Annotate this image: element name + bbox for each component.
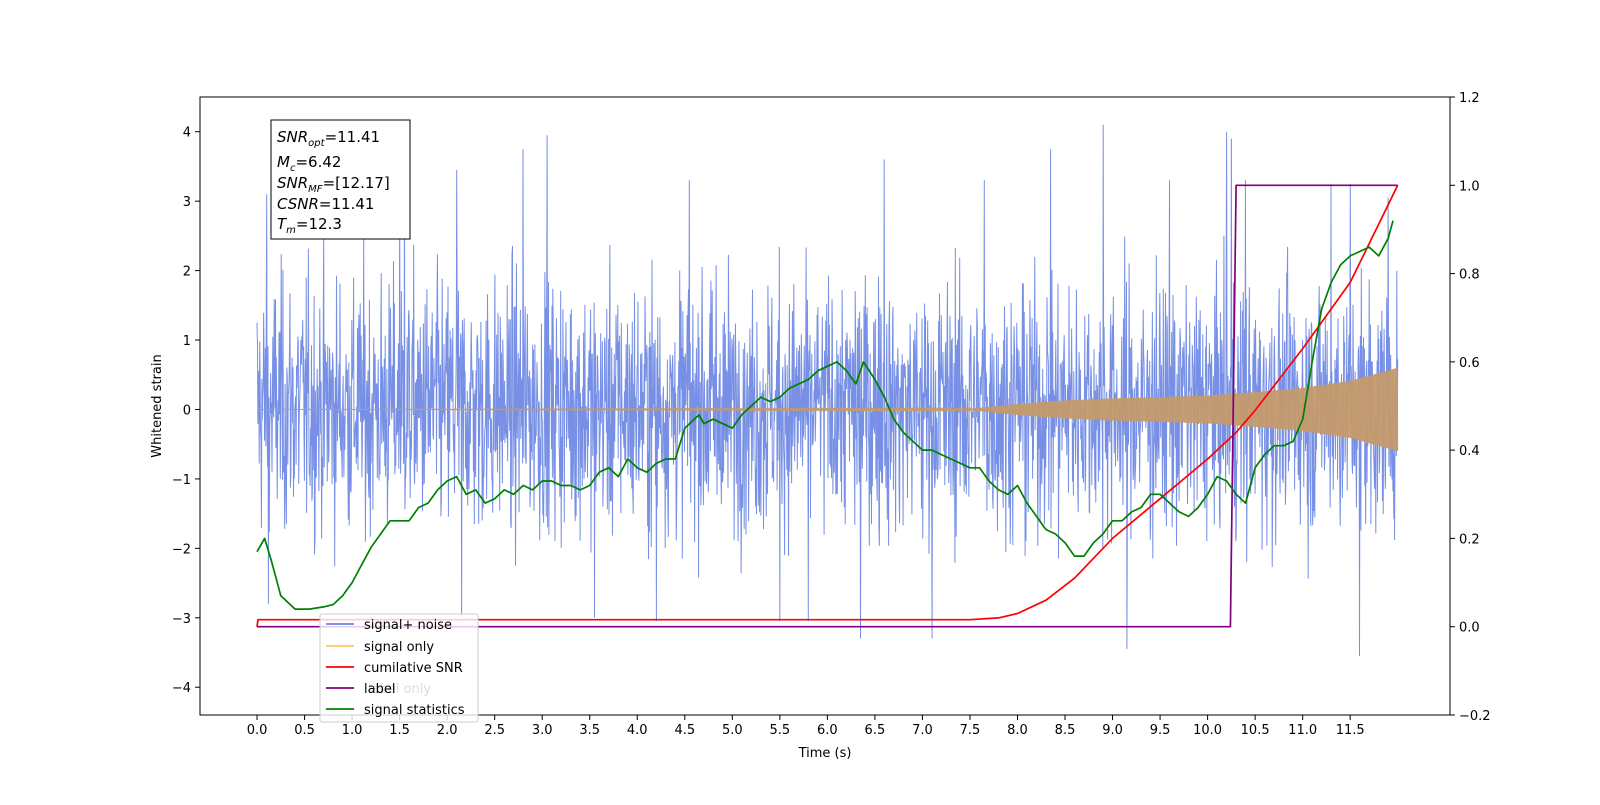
x-tick-label: 6.5 <box>865 723 886 738</box>
y-tick-label: −4 <box>172 681 191 696</box>
y2-tick-label: 0.0 <box>1459 621 1480 636</box>
y2-tick-label: 0.2 <box>1459 532 1480 547</box>
series-signal-statistics <box>256 220 1394 610</box>
annotation-value: =[12.17] <box>323 174 390 192</box>
plot-frame <box>199 96 1451 716</box>
x-tick-label: 3.0 <box>532 723 553 738</box>
x-tick-label: 5.0 <box>722 723 743 738</box>
x-tick-label: 3.5 <box>579 723 600 738</box>
x-tick-label: 9.5 <box>1150 723 1171 738</box>
y2-tick-label: 0.4 <box>1459 444 1480 459</box>
annotation-line: CSNR=11.41 <box>277 195 374 213</box>
legend-hidden-text: label only <box>368 682 431 697</box>
x-tick-label: 11.5 <box>1336 723 1365 738</box>
x-tick-label: 1.0 <box>342 723 363 738</box>
legend-label: signal only <box>364 640 434 655</box>
series-signal-only <box>257 367 1399 452</box>
annotation-symbol: SNR <box>277 174 308 192</box>
legend-frame <box>319 613 479 723</box>
annotation-symbol: T <box>277 215 288 233</box>
annotation-subscript: m <box>286 225 296 236</box>
annotation-subscript: c <box>290 163 296 174</box>
y2-tick-label: −0.2 <box>1459 709 1491 724</box>
x-tick-label: 8.0 <box>1007 723 1028 738</box>
legend-label: signal+ noise <box>364 618 452 633</box>
y-axis-label: Whitened strain <box>150 354 165 457</box>
x-axis-label: Time (s) <box>798 746 852 761</box>
x-tick-label: 0.5 <box>294 723 315 738</box>
y-tick-label: 1 <box>183 334 191 349</box>
x-tick-label: 2.0 <box>437 723 458 738</box>
annotation-value: =12.3 <box>296 215 342 233</box>
x-tick-label: 8.5 <box>1055 723 1076 738</box>
y-tick-label: 0 <box>183 403 191 418</box>
annotation-value: =11.41 <box>319 195 375 213</box>
y2-axis-ticks: −0.2 0.0 0.2 0.4 0.6 0.8 1.0 1.2 <box>1450 91 1491 724</box>
legend: label only signal+ noise signal only cumila… <box>319 613 479 723</box>
x-tick-label: 11.0 <box>1288 723 1317 738</box>
x-axis-ticks: 0.0 0.5 1.0 1.5 2.0 2.5 3.0 3.5 4.0 4.5 5.0 5.5 6.0 6… <box>247 715 1365 738</box>
y2-tick-label: 1.0 <box>1459 179 1480 194</box>
y2-tick-label: 0.6 <box>1459 356 1480 371</box>
series-signal-noise <box>256 124 1399 657</box>
x-tick-label: 0.0 <box>247 723 268 738</box>
annotation-subscript: MF <box>308 184 323 195</box>
annotation-symbol: M <box>277 153 290 171</box>
annotation-line: Tm=12.3 <box>277 215 342 236</box>
y-axis-ticks: −4 −3 −2 −1 0 1 2 3 4 <box>172 126 200 696</box>
annotation-value: =6.42 <box>295 153 341 171</box>
annotation-line: SNRMF=[12.17] <box>277 174 390 195</box>
legend-label: label <box>364 682 395 697</box>
x-tick-label: 7.5 <box>960 723 981 738</box>
x-tick-label: 4.0 <box>627 723 648 738</box>
y-tick-label: 2 <box>183 265 191 280</box>
plot-series-layer <box>256 124 1399 657</box>
snr-annotation-box: SNRopt=11.41Mc=6.42SNRMF=[12.17]CSNR=11.… <box>270 119 411 240</box>
annotation-line: Mc=6.42 <box>277 153 341 174</box>
legend-label: signal statistics <box>364 703 465 718</box>
y-tick-label: −2 <box>172 542 191 557</box>
x-tick-label: 10.0 <box>1193 723 1222 738</box>
x-tick-label: 10.5 <box>1241 723 1270 738</box>
y-tick-label: −3 <box>172 612 191 627</box>
x-tick-label: 6.0 <box>817 723 838 738</box>
y2-tick-label: 1.2 <box>1459 91 1480 106</box>
x-tick-label: 7.0 <box>912 723 933 738</box>
series-label <box>257 184 1398 628</box>
y-tick-label: 3 <box>183 195 191 210</box>
x-tick-label: 5.5 <box>770 723 791 738</box>
y-tick-label: 4 <box>183 126 191 141</box>
series-cumilative-snr <box>256 184 1399 627</box>
x-tick-label: 1.5 <box>389 723 410 738</box>
y2-tick-label: 0.8 <box>1459 268 1480 283</box>
x-tick-label: 9.0 <box>1102 723 1123 738</box>
legend-label: cumilative SNR <box>364 661 463 676</box>
annotation-value: =11.41 <box>325 128 381 146</box>
annotation-symbol: SNR <box>277 128 308 146</box>
y-tick-label: −1 <box>172 473 191 488</box>
x-tick-label: 4.5 <box>674 723 695 738</box>
annotation-box-frame <box>270 119 411 240</box>
x-tick-label: 2.5 <box>484 723 505 738</box>
annotation-symbol: CSNR <box>277 195 319 213</box>
annotation-subscript: opt <box>308 138 325 149</box>
annotation-line: SNRopt=11.41 <box>277 128 380 149</box>
